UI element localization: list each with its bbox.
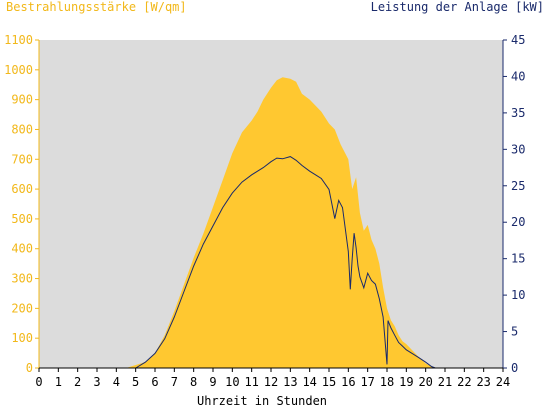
power-line [39, 156, 503, 369]
left-tick-label: 300 [11, 272, 33, 286]
right-tick-label: 25 [511, 179, 525, 193]
left-tick-label: 400 [11, 242, 33, 256]
x-tick-label: 10 [225, 375, 239, 389]
left-tick-label: 700 [11, 152, 33, 166]
x-tick-label: 4 [113, 375, 120, 389]
irradiance-area [39, 77, 503, 369]
x-tick-label: 15 [322, 375, 336, 389]
axes: 0100200300400500600700800900100011000510… [4, 33, 525, 389]
left-tick-label: 0 [26, 361, 33, 375]
x-tick-label: 2 [74, 375, 81, 389]
x-tick-label: 12 [264, 375, 278, 389]
left-tick-label: 900 [11, 93, 33, 107]
x-tick-label: 21 [438, 375, 452, 389]
right-tick-label: 0 [511, 361, 518, 375]
x-tick-label: 22 [457, 375, 471, 389]
left-tick-label: 1000 [4, 63, 33, 77]
left-tick-label: 1100 [4, 33, 33, 47]
left-tick-label: 100 [11, 331, 33, 345]
x-tick-label: 19 [399, 375, 413, 389]
right-tick-label: 30 [511, 142, 525, 156]
right-tick-label: 10 [511, 288, 525, 302]
x-tick-label: 5 [132, 375, 139, 389]
right-axis-title: Leistung der Anlage [kW] [371, 0, 544, 14]
x-axis-label: Uhrzeit in Stunden [197, 394, 327, 408]
x-tick-label: 7 [171, 375, 178, 389]
x-tick-label: 0 [35, 375, 42, 389]
x-tick-label: 20 [418, 375, 432, 389]
x-tick-label: 1 [55, 375, 62, 389]
left-tick-label: 200 [11, 301, 33, 315]
x-tick-label: 9 [209, 375, 216, 389]
right-tick-label: 35 [511, 106, 525, 120]
right-tick-label: 15 [511, 252, 525, 266]
left-tick-label: 500 [11, 212, 33, 226]
x-tick-label: 18 [380, 375, 394, 389]
x-tick-label: 6 [151, 375, 158, 389]
x-tick-label: 23 [476, 375, 490, 389]
x-tick-label: 11 [244, 375, 258, 389]
left-tick-label: 600 [11, 182, 33, 196]
x-tick-label: 13 [283, 375, 297, 389]
right-tick-label: 40 [511, 69, 525, 83]
x-tick-label: 24 [496, 375, 510, 389]
x-tick-label: 8 [190, 375, 197, 389]
right-tick-label: 45 [511, 33, 525, 47]
x-tick-label: 3 [93, 375, 100, 389]
x-tick-label: 14 [302, 375, 316, 389]
x-tick-label: 17 [360, 375, 374, 389]
right-tick-label: 20 [511, 215, 525, 229]
x-tick-label: 16 [341, 375, 355, 389]
left-tick-label: 800 [11, 122, 33, 136]
left-axis-title: Bestrahlungsstärke [W/qm] [6, 0, 187, 14]
right-tick-label: 5 [511, 325, 518, 339]
